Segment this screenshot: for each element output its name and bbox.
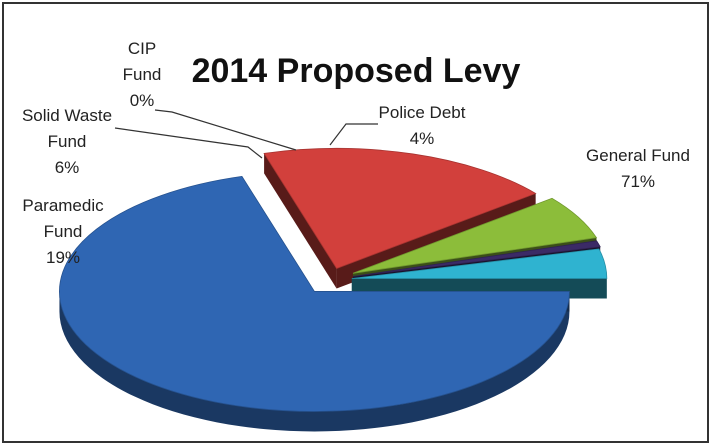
slice-top-cip-fund bbox=[353, 240, 601, 277]
slice-label-line-cip-fund-0: CIP bbox=[128, 39, 156, 58]
slice-side-general-fund bbox=[59, 291, 570, 432]
slice-top-police-debt bbox=[351, 248, 608, 279]
slices-layer bbox=[59, 148, 608, 432]
slice-top-general-fund bbox=[59, 175, 570, 412]
leader-lines bbox=[114, 109, 378, 159]
slice-label-line-general-fund-1: 71% bbox=[621, 172, 655, 191]
slice-label-cip-fund: CIP Fund 0% bbox=[123, 39, 162, 110]
leader-line-solid-waste-fund bbox=[114, 127, 263, 159]
slice-label-line-paramedic-fund-2: 19% bbox=[46, 248, 80, 267]
slice-label-general-fund: General Fund 71% bbox=[586, 146, 690, 191]
slice-label-line-solid-waste-fund-1: Fund bbox=[48, 132, 87, 151]
slice-label-line-cip-fund-1: Fund bbox=[123, 65, 162, 84]
slice-label-line-solid-waste-fund-0: Solid Waste bbox=[22, 106, 112, 125]
slice-label-police-debt: Police Debt 4% bbox=[379, 103, 466, 148]
slice-label-line-paramedic-fund-1: Fund bbox=[44, 222, 83, 241]
leader-line-cip-fund bbox=[154, 109, 297, 151]
slice-label-line-paramedic-fund-0: Paramedic bbox=[22, 196, 104, 215]
slice-top-paramedic-fund bbox=[263, 148, 537, 269]
slice-label-line-police-debt-0: Police Debt bbox=[379, 103, 466, 122]
slice-label-line-solid-waste-fund-2: 6% bbox=[55, 158, 80, 177]
leader-line-police-debt bbox=[329, 123, 378, 146]
slice-label-line-police-debt-1: 4% bbox=[410, 129, 435, 148]
slice-top-solid-waste-fund bbox=[352, 197, 598, 274]
slice-label-solid-waste-fund: Solid Waste Fund 6% bbox=[22, 106, 112, 177]
slice-wall-paramedic-fund-0 bbox=[264, 153, 337, 289]
slice-label-paramedic-fund: Paramedic Fund 19% bbox=[22, 196, 104, 267]
slice-label-line-cip-fund-2: 0% bbox=[130, 91, 155, 110]
chart-title: 2014 Proposed Levy bbox=[192, 52, 521, 90]
slice-label-line-general-fund-0: General Fund bbox=[586, 146, 690, 165]
slice-labels: General Fund 71% Paramedic Fund 19% Solid Was… bbox=[22, 39, 690, 267]
slice-general-fund bbox=[59, 175, 570, 432]
